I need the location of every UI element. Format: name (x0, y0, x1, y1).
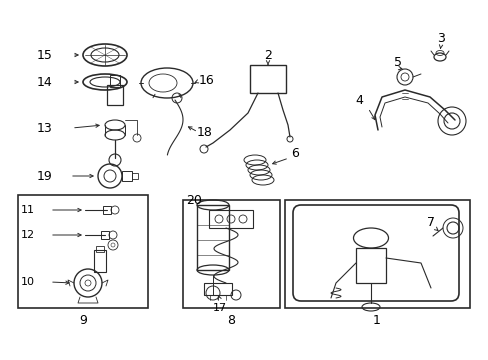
Bar (208, 210, 252, 228)
Text: 18: 18 (197, 126, 212, 139)
Text: 17: 17 (212, 303, 226, 313)
Text: 19: 19 (37, 170, 53, 183)
Bar (110, 75, 120, 87)
Bar (183, 200, 280, 308)
Text: 1: 1 (372, 314, 380, 327)
Text: 10: 10 (21, 277, 35, 287)
Text: 6: 6 (290, 147, 298, 159)
Bar (122, 171, 132, 181)
Bar (101, 231, 109, 239)
Text: 8: 8 (226, 314, 235, 327)
Text: 20: 20 (185, 194, 202, 207)
Text: 11: 11 (21, 205, 35, 215)
Bar (94, 250, 106, 272)
Text: 2: 2 (264, 49, 271, 62)
Text: 14: 14 (37, 76, 53, 89)
Text: 5: 5 (393, 55, 401, 68)
Text: 16: 16 (199, 73, 214, 86)
Bar (96, 246, 104, 252)
Text: 13: 13 (37, 122, 53, 135)
Text: 12: 12 (21, 230, 35, 240)
Bar (197, 205, 228, 270)
Bar (103, 206, 111, 214)
Bar (285, 200, 469, 308)
Text: 9: 9 (79, 314, 87, 327)
Bar (18, 195, 148, 308)
Bar (249, 65, 285, 93)
Text: 15: 15 (37, 49, 53, 62)
Bar (355, 248, 385, 283)
Text: 7: 7 (426, 216, 434, 229)
Bar (203, 283, 231, 295)
Bar (132, 173, 138, 179)
Text: 3: 3 (436, 32, 444, 45)
Bar (107, 85, 123, 105)
Text: 4: 4 (354, 94, 362, 107)
